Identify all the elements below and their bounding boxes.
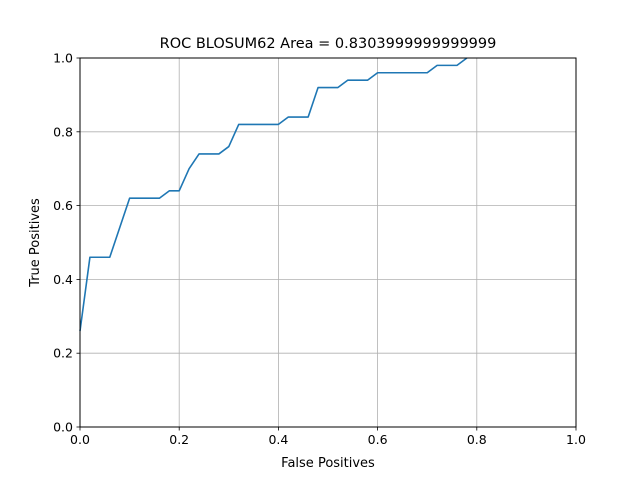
- x-tick-label: 0.8: [467, 432, 487, 447]
- chart-title: ROC BLOSUM62 Area = 0.8303999999999999: [160, 36, 497, 52]
- y-tick-label: 0.2: [53, 346, 73, 361]
- y-tick-label: 1.0: [53, 51, 73, 66]
- plot-area: [80, 58, 576, 427]
- y-tick-label: 0.6: [53, 198, 73, 213]
- x-tick-label: 0.2: [169, 432, 189, 447]
- grid-lines: [79, 57, 577, 428]
- x-tick-label: 0.4: [268, 432, 288, 447]
- y-axis-label: True Positives: [28, 198, 43, 288]
- axis-ticks: 0.0 0.2 0.4 0.6 0.8 1.0 0.0 0.2 0.4 0.6 0.8 1.0: [53, 51, 586, 448]
- x-axis-label: False Positives: [281, 456, 375, 471]
- y-tick-label: 0.0: [53, 420, 73, 435]
- y-tick-label: 0.4: [53, 272, 73, 287]
- x-tick-label: 0.0: [70, 432, 90, 447]
- x-tick-label: 0.6: [368, 432, 388, 447]
- plot-frame: [79, 57, 577, 428]
- y-tick-label: 0.8: [53, 124, 73, 139]
- roc-curve-line: [79, 57, 468, 332]
- series-layer: [79, 57, 468, 332]
- x-tick-label: 1.0: [566, 432, 586, 447]
